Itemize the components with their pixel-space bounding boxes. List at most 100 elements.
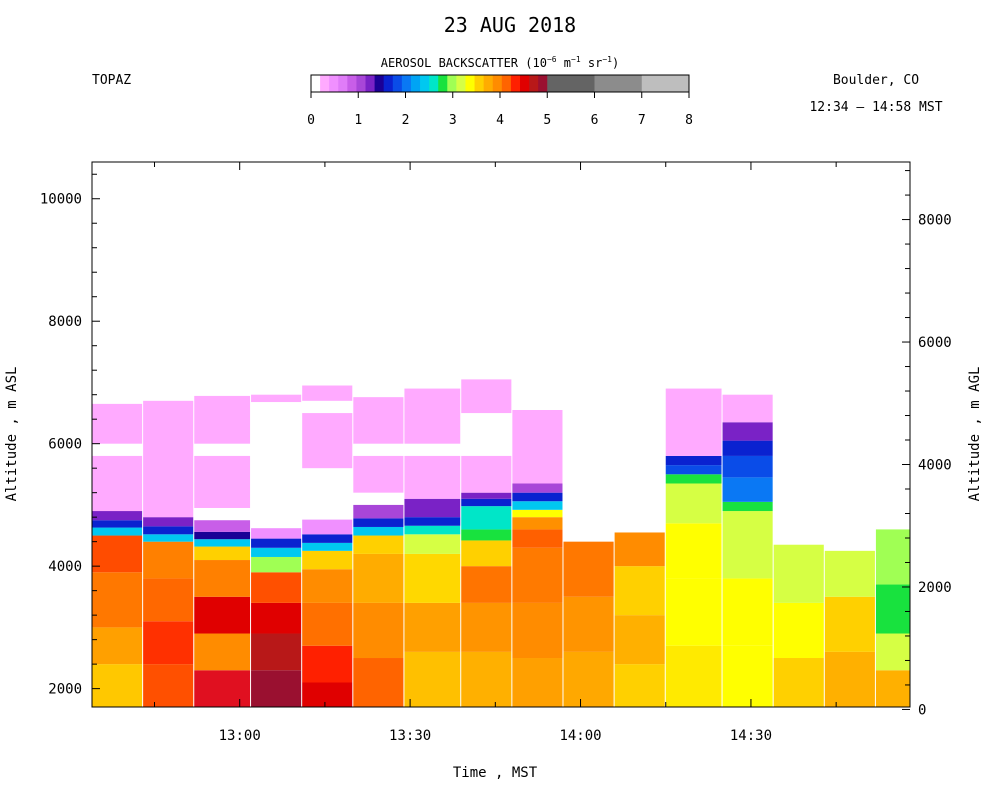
backscatter-layer <box>353 535 404 554</box>
backscatter-layer <box>251 528 302 539</box>
backscatter-layer <box>722 645 773 707</box>
backscatter-layer <box>194 633 251 671</box>
profile-column <box>978 511 1000 707</box>
backscatter-layer <box>302 682 353 707</box>
backscatter-layer <box>353 504 404 519</box>
backscatter-layer <box>461 455 512 493</box>
backscatter-layer <box>722 511 773 579</box>
backscatter-layer <box>773 658 824 707</box>
colorbar-swatch <box>383 75 394 92</box>
backscatter-layer <box>143 400 194 518</box>
colorbar-tick-label: 4 <box>496 113 504 128</box>
colorbar-swatch <box>529 75 539 92</box>
x-tick-label: 14:00 <box>559 728 601 744</box>
colorbar-swatch <box>311 75 321 92</box>
backscatter-layer <box>773 602 824 659</box>
colorbar-swatch <box>594 75 643 92</box>
backscatter-layer <box>251 633 302 671</box>
time-range-label: 12:34 – 14:58 MST <box>809 100 942 115</box>
backscatter-layer <box>665 388 722 456</box>
colorbar-swatch <box>465 75 476 92</box>
profile-column <box>143 400 194 707</box>
backscatter-layer <box>722 394 773 423</box>
backscatter-layer <box>722 440 773 456</box>
colorbar-swatch <box>356 75 367 92</box>
backscatter-layer <box>302 519 353 535</box>
backscatter-layer <box>665 474 722 484</box>
backscatter-layer <box>512 483 563 493</box>
backscatter-layer <box>302 550 353 570</box>
colorbar-swatch <box>420 75 430 92</box>
y-tick-label-right: 2000 <box>918 580 952 596</box>
profile-column <box>614 532 665 707</box>
backscatter-layer <box>665 645 722 707</box>
backscatter-layer <box>92 520 143 528</box>
backscatter-layer <box>665 523 722 579</box>
backscatter-layer <box>461 566 512 603</box>
backscatter-layer <box>194 560 251 597</box>
profile-column <box>302 385 353 707</box>
backscatter-layer <box>512 410 563 484</box>
backscatter-layer <box>461 379 512 414</box>
backscatter-layer <box>461 529 512 541</box>
profile-column <box>665 388 722 707</box>
y-tick-label-right: 0 <box>918 702 926 718</box>
colorbar-swatch <box>547 75 595 92</box>
backscatter-layer <box>251 538 302 548</box>
backscatter-layer <box>251 670 302 707</box>
backscatter-layer <box>194 539 251 547</box>
colorbar-tick-label: 2 <box>402 113 410 128</box>
colorbar-swatch <box>447 75 457 92</box>
profile-column <box>824 550 875 707</box>
colorbar-tick-label: 0 <box>307 113 315 128</box>
backscatter-layer <box>92 664 143 707</box>
colorbar-tick-label: 8 <box>685 113 693 128</box>
colorbar-swatch <box>392 75 403 92</box>
backscatter-layer <box>665 483 722 524</box>
backscatter-layer <box>143 541 194 579</box>
y-tick-label-right: 6000 <box>918 335 952 351</box>
backscatter-layer <box>92 627 143 665</box>
x-axis-label: Time , MST <box>453 765 538 781</box>
backscatter-layer <box>722 501 773 512</box>
backscatter-layer <box>978 609 1000 670</box>
backscatter-layer <box>512 547 563 603</box>
backscatter-layer <box>302 542 353 551</box>
backscatter-layer <box>722 578 773 646</box>
colorbar-tick-label: 7 <box>638 113 646 128</box>
backscatter-layer <box>614 664 665 707</box>
backscatter-layer <box>461 602 512 652</box>
backscatter-layer <box>614 615 665 665</box>
colorbar-swatch <box>474 75 485 92</box>
backscatter-layer <box>404 498 461 518</box>
colorbar-swatch <box>401 75 412 92</box>
backscatter-layer <box>302 534 353 543</box>
colorbar-swatch <box>429 75 439 92</box>
colorbar-tick-label: 3 <box>449 113 457 128</box>
backscatter-layer <box>978 670 1000 707</box>
backscatter-layer <box>404 517 461 526</box>
backscatter-layer <box>353 553 404 603</box>
profile-column <box>773 544 824 707</box>
backscatter-layer <box>875 584 910 634</box>
x-axis: 13:00 13:30 14:00 14:30 <box>153 162 837 744</box>
colorbar-swatch <box>519 75 530 92</box>
backscatter-layer <box>927 683 977 707</box>
backscatter-layer <box>194 531 251 540</box>
backscatter-layer <box>875 633 910 671</box>
backscatter-layer <box>251 572 302 603</box>
colorbar-ticks: 0 1 2 3 4 5 6 7 8 <box>307 92 693 128</box>
backscatter-layer <box>773 544 824 603</box>
backscatter-layer <box>353 658 404 707</box>
backscatter-layer <box>302 413 353 469</box>
backscatter-layer <box>194 455 251 508</box>
y-tick-label-left: 4000 <box>48 559 82 575</box>
colorbar-swatch <box>347 75 357 92</box>
backscatter-layer <box>302 569 353 603</box>
instrument-label: TOPAZ <box>92 73 131 88</box>
backscatter-layer <box>927 640 977 683</box>
backscatter-layer <box>404 455 461 499</box>
backscatter-layer <box>614 566 665 616</box>
backscatter-layer <box>353 518 404 527</box>
plot-frame <box>91 161 911 708</box>
